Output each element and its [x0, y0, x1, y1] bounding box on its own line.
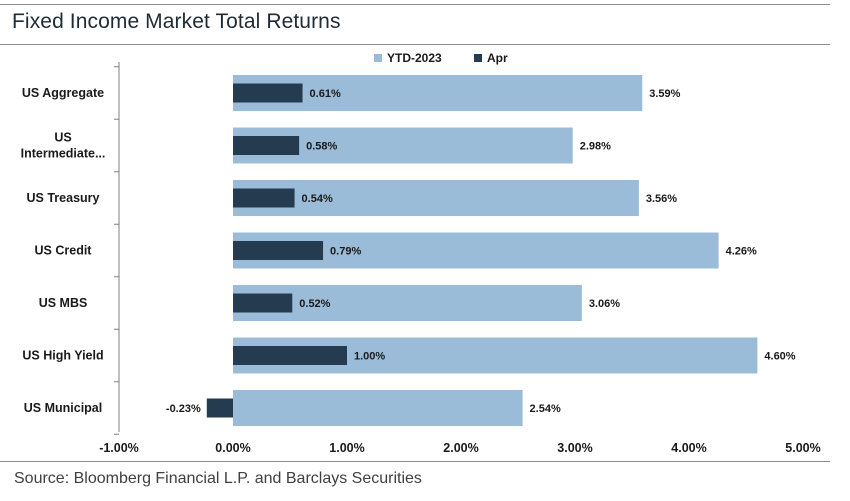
data-label-ytd-2023: 4.26% [726, 246, 757, 258]
category-label: US High Yield [22, 349, 103, 363]
data-label-ytd-2023: 4.60% [764, 351, 795, 363]
x-tick-label: 1.00% [329, 441, 364, 455]
x-tick-label: 5.00% [785, 441, 820, 455]
category-label: US MBS [39, 296, 88, 310]
footer-rule [0, 461, 830, 462]
x-tick-label: -1.00% [99, 441, 139, 455]
bar-apr [233, 346, 347, 365]
data-label-apr: 0.61% [310, 88, 341, 100]
category-label-line: US Aggregate [22, 86, 104, 100]
legend-label-ytd-2023: YTD-2023 [387, 51, 442, 65]
data-label-apr: 0.54% [302, 193, 333, 205]
category-label-line: US High Yield [22, 349, 103, 363]
bar-apr [233, 241, 324, 260]
category-label: US Treasury [27, 191, 100, 205]
category-label: US Credit [35, 244, 93, 258]
legend-swatch-ytd-2023 [374, 54, 382, 62]
source-note: Source: Bloomberg Financial L.P. and Bar… [14, 470, 422, 487]
page-title: Fixed Income Market Total Returns [12, 10, 341, 33]
bar-ytd-2023 [233, 390, 523, 426]
x-tick-label: 2.00% [443, 441, 478, 455]
data-label-ytd-2023: 2.98% [580, 141, 611, 153]
data-label-ytd-2023: 3.59% [649, 88, 680, 100]
bar-apr [233, 293, 293, 313]
data-label-ytd-2023: 2.54% [530, 403, 561, 415]
bar-apr [233, 136, 300, 155]
category-label: US Intermediate... [21, 131, 106, 161]
data-label-apr: 0.79% [330, 246, 361, 258]
data-label-apr: 0.58% [306, 141, 337, 153]
data-label-apr: 1.00% [354, 351, 385, 363]
bar-apr [206, 398, 233, 418]
bar-apr [233, 188, 295, 208]
bar-apr [233, 83, 303, 103]
legend-swatch-apr [474, 54, 482, 62]
data-label-ytd-2023: 3.06% [589, 298, 620, 310]
x-tick-label: 4.00% [671, 441, 706, 455]
category-label-line: US Credit [35, 244, 93, 258]
data-label-apr: 0.52% [299, 298, 330, 310]
legend-label-apr: Apr [487, 51, 508, 65]
title-rule [0, 44, 830, 45]
category-label-line: Intermediate... [21, 147, 106, 161]
category-label-line: US [54, 131, 71, 145]
x-tick-label: 3.00% [557, 441, 592, 455]
data-label-apr: -0.23% [166, 403, 201, 415]
top-rule [0, 4, 830, 5]
bar-ytd-2023 [233, 180, 639, 216]
data-label-ytd-2023: 3.56% [646, 193, 677, 205]
x-tick-label: 0.00% [215, 441, 250, 455]
category-label: US Municipal [24, 401, 102, 415]
category-label-line: US MBS [39, 296, 88, 310]
category-label: US Aggregate [22, 86, 104, 100]
category-label-line: US Municipal [24, 401, 102, 415]
category-label-line: US Treasury [27, 191, 100, 205]
